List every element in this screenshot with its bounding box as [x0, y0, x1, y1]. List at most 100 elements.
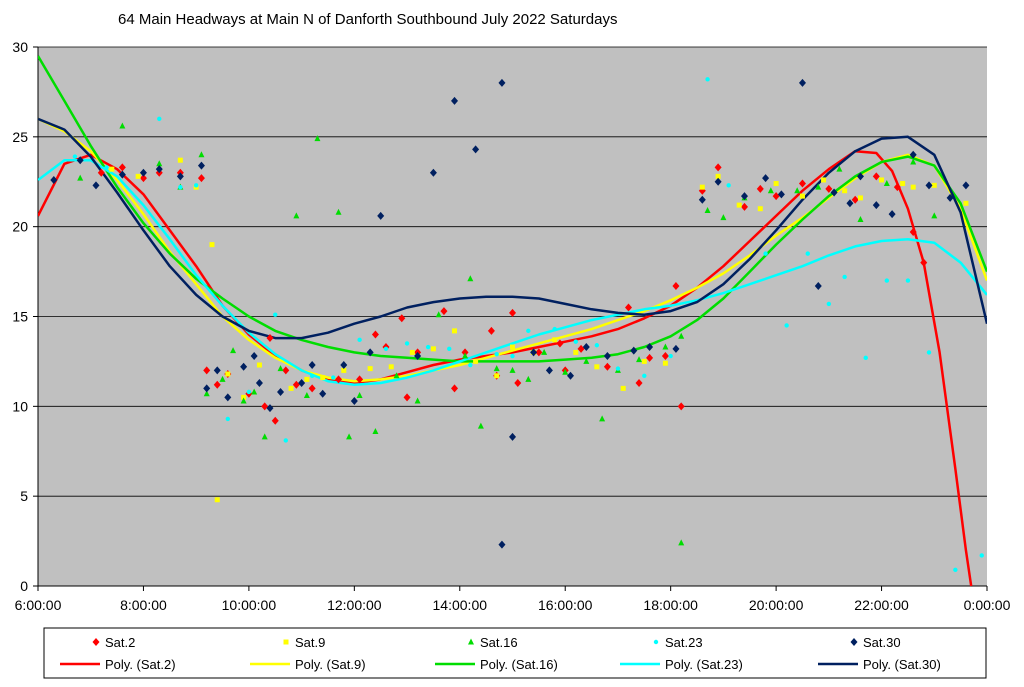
point-s4-48	[872, 201, 880, 210]
point-s2-34	[662, 343, 669, 350]
point-s4-42	[777, 190, 785, 199]
point-s2-37	[704, 206, 711, 213]
point-s4-14	[266, 404, 274, 413]
point-s0-35	[624, 303, 632, 312]
point-s2-35	[678, 539, 685, 546]
point-s0-33	[577, 344, 585, 353]
point-s1-11	[320, 375, 326, 381]
point-s1-37	[879, 177, 885, 183]
point-s3-23	[615, 366, 621, 371]
x-tick-label-4: 14:00:00	[433, 597, 488, 613]
legend-label-6: Poly. (Sat.9)	[295, 657, 366, 672]
point-s4-53	[962, 181, 970, 190]
x-tick-label-9: 0:00:00	[964, 597, 1011, 613]
point-s2-45	[883, 180, 890, 187]
point-s0-20	[398, 314, 406, 323]
point-s0-44	[756, 184, 764, 193]
legend: Sat.2 Sat.9 Sat.16 Sat.23 Sat.30 Poly. (Sat.2…	[43, 627, 987, 679]
point-s2-17	[356, 392, 363, 399]
legend-box	[43, 627, 987, 679]
point-s3-27	[726, 183, 731, 188]
point-s0-10	[261, 402, 269, 411]
point-s2-30	[583, 357, 590, 364]
point-s0-0	[97, 168, 105, 177]
point-s2-14	[314, 135, 321, 142]
point-s3-17	[494, 352, 499, 357]
y-tick-label-0: 0	[20, 578, 28, 594]
point-s4-11	[240, 362, 248, 371]
point-s2-22	[462, 352, 469, 359]
point-s0-47	[825, 184, 833, 193]
point-s3-14	[425, 344, 431, 350]
point-s3-2	[157, 116, 162, 122]
y-tick-label-5: 25	[12, 129, 28, 145]
point-s3-13	[404, 341, 410, 346]
point-s2-18	[372, 427, 379, 434]
point-s2-40	[767, 187, 774, 194]
point-s0-43	[740, 202, 748, 211]
point-s3-35	[905, 278, 911, 283]
legend-label-7: Poly. (Sat.16)	[480, 657, 558, 672]
x-tick-label-8: 22:00:00	[854, 597, 909, 613]
point-s4-10	[224, 393, 232, 402]
point-s1-13	[367, 366, 373, 372]
point-s1-33	[799, 193, 805, 199]
point-s0-17	[356, 375, 364, 384]
point-s0-7	[213, 380, 221, 389]
x-tick-label-6: 18:00:00	[643, 597, 698, 613]
point-s2-38	[720, 214, 727, 221]
point-s4-20	[350, 396, 358, 405]
point-s3-0	[72, 154, 78, 159]
point-s2-29	[562, 368, 569, 375]
point-s3-38	[979, 553, 984, 558]
trend-lines	[38, 55, 987, 587]
point-s3-12	[383, 346, 389, 352]
point-s4-21	[366, 348, 374, 357]
point-s1-41	[963, 200, 969, 206]
point-s1-8	[256, 362, 262, 368]
point-s0-6	[203, 366, 211, 375]
point-s2-23	[467, 275, 474, 282]
point-s2-16	[346, 433, 353, 440]
point-s3-7	[273, 312, 278, 317]
point-s1-36	[857, 195, 863, 201]
point-s2-10	[261, 433, 268, 440]
point-s1-25	[620, 385, 626, 391]
point-s3-11	[357, 337, 362, 343]
point-s4-0	[50, 175, 58, 184]
point-s0-31	[556, 339, 564, 348]
point-s3-4	[193, 183, 199, 188]
point-s2-28	[541, 348, 548, 355]
trend-line-7	[38, 55, 987, 363]
point-s2-36	[678, 332, 685, 339]
point-s2-4	[198, 151, 205, 158]
point-s2-9	[251, 388, 258, 395]
point-s0-25	[461, 348, 469, 357]
point-s3-26	[705, 77, 710, 82]
point-s4-23	[414, 352, 422, 361]
point-s3-18	[510, 353, 515, 359]
point-s3-8	[283, 438, 288, 443]
point-s4-17	[308, 361, 316, 370]
point-s2-7	[230, 347, 237, 354]
point-s4-27	[498, 78, 506, 87]
point-s1-31	[757, 206, 763, 212]
legend-swatch-1	[283, 639, 289, 645]
point-s4-24	[429, 168, 437, 177]
axes: 0 5 10 15 20 25 30 6:00:00 8:00:00 10:00:00 12:00:…	[12, 39, 1010, 613]
legend-label-9: Poly. (Sat.30)	[863, 657, 941, 672]
y-tick-label-4: 20	[12, 219, 28, 235]
legend-label-5: Poly. (Sat.2)	[105, 657, 176, 672]
point-s4-41	[762, 174, 770, 183]
point-s1-27	[662, 360, 668, 366]
point-s0-18	[371, 330, 379, 339]
point-s4-36	[646, 343, 654, 352]
point-s4-30	[530, 348, 538, 357]
point-s0-52	[920, 258, 928, 267]
point-s4-18	[319, 389, 327, 398]
data-points	[50, 77, 984, 573]
point-s3-19	[526, 328, 531, 334]
point-s4-4	[139, 168, 147, 177]
point-s0-13	[282, 366, 290, 375]
point-s4-47	[856, 172, 864, 181]
